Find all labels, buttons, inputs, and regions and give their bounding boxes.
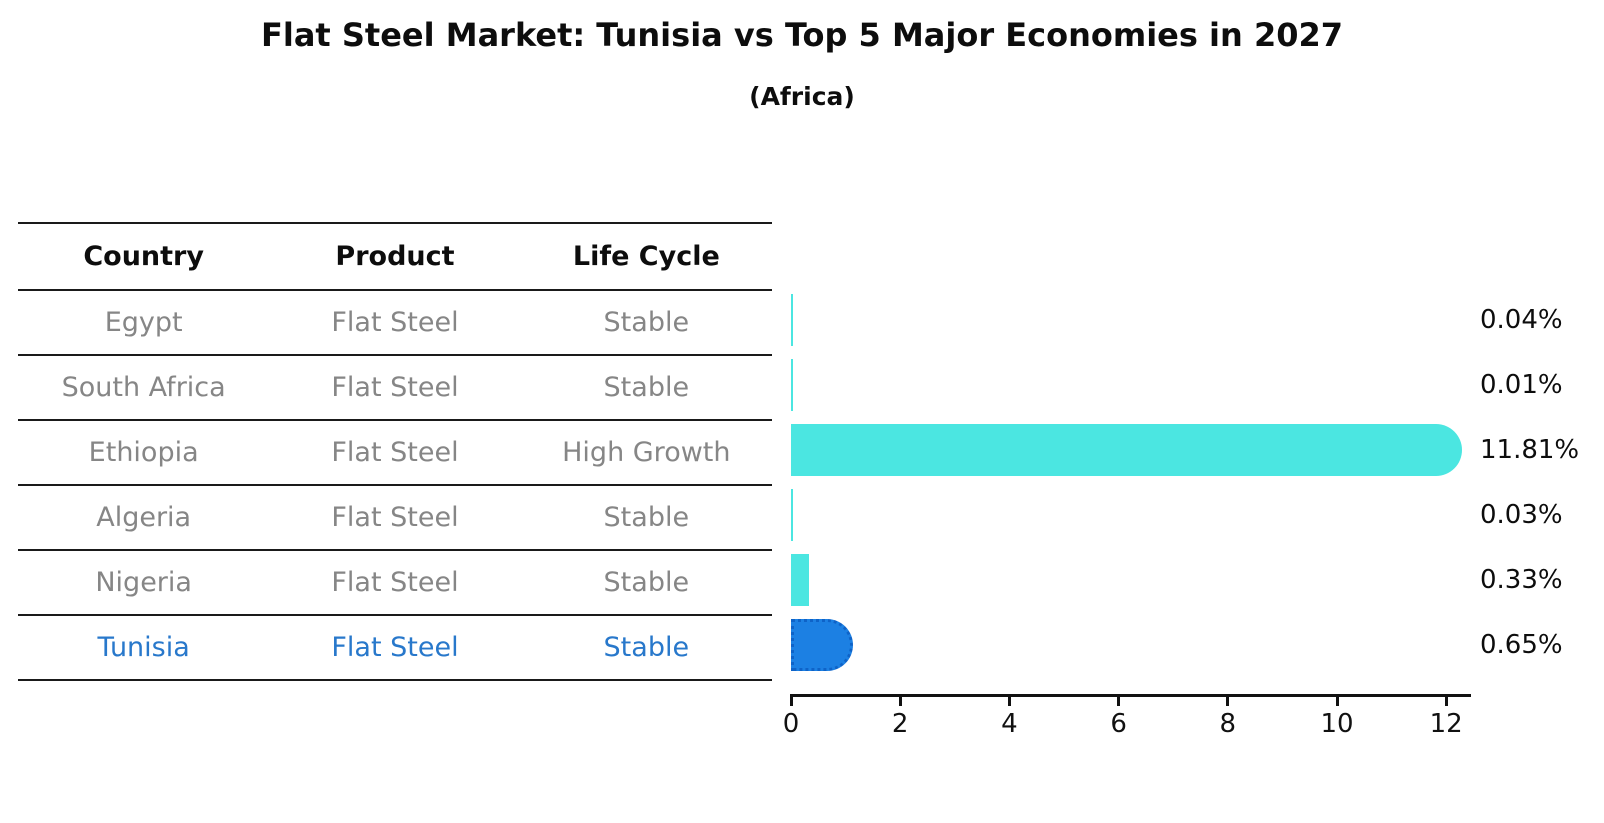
product-cell: Flat Steel bbox=[331, 502, 459, 533]
chart-subtitle: (Africa) bbox=[749, 82, 855, 111]
tick-label: 10 bbox=[1320, 709, 1354, 739]
table-row-algeria: Algeria Flat Steel Stable bbox=[18, 486, 772, 551]
bar-algeria bbox=[791, 489, 793, 541]
table-row-egypt: Egypt Flat Steel Stable bbox=[18, 291, 772, 356]
value-label-egypt: 0.04% bbox=[1480, 305, 1563, 335]
value-label-tunisia: 0.65% bbox=[1480, 630, 1563, 660]
country-cell: South Africa bbox=[61, 372, 226, 403]
product-cell: Flat Steel bbox=[331, 307, 459, 338]
value-label-algeria: 0.03% bbox=[1480, 500, 1563, 530]
column-header-country: Country bbox=[83, 241, 204, 272]
table-row-nigeria: Nigeria Flat Steel Stable bbox=[18, 551, 772, 616]
life-cycle-cell: Stable bbox=[603, 632, 690, 663]
life-cycle-cell: Stable bbox=[603, 307, 690, 338]
x-axis: 0 2 4 6 8 10 1 bbox=[783, 694, 1472, 754]
table-row-tunisia: Tunisia Flat Steel Stable bbox=[18, 616, 772, 681]
table-row-south-africa: South Africa Flat Steel Stable bbox=[18, 356, 772, 421]
bar-egypt bbox=[791, 294, 794, 346]
country-cell: Egypt bbox=[104, 307, 183, 338]
life-cycle-cell: High Growth bbox=[562, 437, 731, 468]
tick-label: 6 bbox=[1110, 709, 1127, 739]
value-label-nigeria: 0.33% bbox=[1480, 565, 1563, 595]
table-header-row: Country Product Life Cycle bbox=[18, 224, 772, 291]
tick-label: 4 bbox=[1001, 709, 1018, 739]
tick-mark bbox=[1226, 697, 1230, 706]
life-cycle-cell: Stable bbox=[603, 502, 690, 533]
column-header-life-cycle: Life Cycle bbox=[572, 241, 720, 272]
tick-label: 2 bbox=[891, 709, 909, 739]
bar-nigeria bbox=[791, 554, 809, 606]
bar-ethiopia bbox=[791, 424, 1462, 476]
tick-label: 0 bbox=[782, 709, 800, 739]
country-cell: Nigeria bbox=[95, 567, 192, 598]
tick-label: 8 bbox=[1219, 709, 1237, 739]
tick-mark bbox=[1007, 697, 1011, 706]
bar-tunisia bbox=[791, 619, 853, 671]
tick-mark bbox=[898, 697, 902, 706]
tick-mark bbox=[1444, 697, 1448, 706]
product-cell: Flat Steel bbox=[331, 372, 459, 403]
country-cell: Algeria bbox=[96, 502, 192, 533]
life-cycle-cell: Stable bbox=[603, 372, 690, 403]
tick-mark bbox=[1117, 697, 1121, 706]
country-table: Country Product Life Cycle Egypt Flat St… bbox=[18, 222, 772, 681]
bar-south-africa bbox=[791, 359, 793, 411]
product-cell: Flat Steel bbox=[331, 437, 459, 468]
country-cell: Tunisia bbox=[97, 632, 190, 663]
product-cell: Flat Steel bbox=[331, 567, 459, 598]
chart-title: Flat Steel Market: Tunisia vs Top 5 Majo… bbox=[261, 16, 1343, 54]
product-cell: Flat Steel bbox=[331, 632, 459, 663]
value-label-south-africa: 0.01% bbox=[1480, 370, 1563, 400]
country-cell: Ethiopia bbox=[88, 437, 199, 468]
column-header-product: Product bbox=[335, 241, 455, 272]
tick-label: 12 bbox=[1429, 709, 1463, 739]
tick-mark bbox=[1335, 697, 1339, 706]
tick-mark bbox=[789, 697, 793, 706]
value-label-ethiopia: 11.81% bbox=[1480, 435, 1580, 465]
x-axis-line bbox=[790, 694, 1471, 697]
table-row-ethiopia: Ethiopia Flat Steel High Growth bbox=[18, 421, 772, 486]
life-cycle-cell: Stable bbox=[603, 567, 690, 598]
